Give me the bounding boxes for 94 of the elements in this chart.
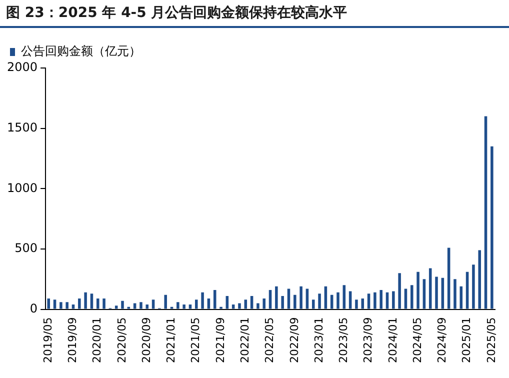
x-tick-label: 2020/01 — [90, 317, 104, 364]
x-tick-label: 2021/05 — [189, 317, 202, 364]
bar — [102, 298, 106, 309]
y-tick-label: 1500 — [6, 120, 38, 134]
bar — [472, 264, 475, 309]
bar — [410, 285, 414, 309]
x-tick-label: 2025/01 — [460, 317, 474, 364]
bar — [96, 298, 100, 309]
x-tick-label: 2021/09 — [214, 317, 227, 364]
x-tick-label: 2023/09 — [362, 317, 375, 364]
bar — [226, 296, 229, 309]
x-tick-label: 2023/05 — [337, 317, 350, 364]
bar — [114, 306, 118, 309]
bar — [398, 273, 401, 309]
bar — [188, 304, 192, 309]
bar — [213, 290, 216, 309]
x-tick-label: 2020/09 — [140, 317, 153, 364]
bar — [281, 296, 284, 309]
bar — [484, 116, 488, 309]
bar — [422, 279, 426, 309]
bar — [336, 292, 340, 309]
bar — [428, 268, 432, 309]
bar — [256, 303, 260, 309]
x-tick-label: 2024/05 — [410, 317, 424, 364]
legend-label: 公告回购金额（亿元） — [21, 44, 141, 58]
bar — [404, 288, 408, 309]
bar — [386, 292, 389, 309]
bar — [275, 286, 278, 309]
x-tick-label: 2021/01 — [164, 317, 178, 364]
bar — [201, 292, 204, 309]
bar — [355, 300, 358, 309]
x-tick-label: 2022/01 — [238, 317, 252, 364]
bar — [447, 248, 450, 309]
x-tick-label: 2023/01 — [312, 317, 326, 364]
bar — [84, 292, 87, 309]
bar — [367, 294, 370, 309]
x-tick-label: 2022/09 — [288, 317, 301, 364]
bar — [361, 298, 364, 309]
bar — [268, 290, 272, 309]
bar — [53, 300, 56, 309]
bar — [374, 292, 376, 309]
bar — [330, 294, 334, 309]
x-tick-label: 2019/05 — [41, 317, 54, 364]
bar — [176, 302, 180, 309]
bar — [250, 296, 254, 309]
bar — [380, 290, 382, 309]
bar — [207, 298, 210, 309]
bar — [318, 294, 321, 309]
bar — [342, 285, 346, 309]
bar — [460, 286, 463, 309]
bar — [232, 304, 235, 309]
bar — [466, 272, 469, 309]
bar — [416, 272, 420, 309]
bar — [441, 278, 444, 309]
bar — [306, 288, 309, 309]
bar — [238, 303, 241, 309]
bar — [140, 302, 142, 309]
bar — [324, 286, 328, 309]
bar — [300, 286, 302, 309]
bar — [164, 294, 167, 309]
bar — [47, 298, 50, 309]
bar — [133, 303, 136, 309]
bar — [66, 302, 68, 309]
bar — [435, 276, 438, 309]
bar — [60, 302, 62, 309]
y-tick-label: 0 — [30, 301, 38, 316]
bar — [294, 294, 296, 309]
bar — [78, 298, 81, 309]
bar — [262, 298, 266, 309]
x-tick-label: 2020/05 — [115, 317, 128, 364]
bar — [454, 279, 456, 309]
bar — [244, 300, 248, 309]
bar — [392, 291, 395, 309]
bar — [348, 291, 352, 309]
bar — [490, 146, 494, 309]
bar — [287, 288, 290, 309]
bar — [312, 300, 315, 309]
x-tick-label: 2024/09 — [436, 317, 449, 364]
chart-title: 图 23：2025 年 4-5 月公告回购金额保持在较高水平 — [6, 4, 348, 22]
bar — [146, 304, 149, 309]
y-tick-label: 500 — [14, 241, 38, 256]
x-tick-label: 2025/05 — [484, 317, 498, 364]
x-tick-label: 2019/09 — [66, 317, 80, 364]
bar — [121, 300, 124, 309]
bar — [195, 300, 198, 309]
bar — [72, 304, 75, 309]
x-tick-label: 2024/01 — [386, 317, 400, 364]
bar — [478, 250, 481, 309]
y-tick-label: 1000 — [6, 180, 38, 195]
x-tick-label: 2022/05 — [263, 317, 276, 364]
bar — [152, 300, 155, 309]
bar — [90, 294, 94, 309]
y-tick-label: 2000 — [6, 60, 38, 74]
bar — [182, 304, 186, 309]
